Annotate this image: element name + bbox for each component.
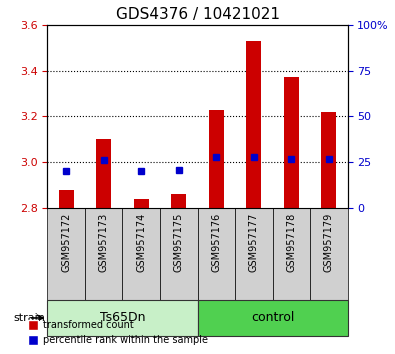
Bar bbox=[58, 190, 73, 208]
FancyBboxPatch shape bbox=[310, 208, 348, 299]
Bar bbox=[209, 109, 224, 208]
FancyBboxPatch shape bbox=[198, 299, 348, 336]
Bar bbox=[134, 199, 149, 208]
Text: Ts65Dn: Ts65Dn bbox=[100, 312, 145, 325]
Bar bbox=[284, 78, 299, 208]
Text: strain: strain bbox=[14, 313, 45, 323]
Text: GSM957174: GSM957174 bbox=[136, 213, 146, 272]
FancyBboxPatch shape bbox=[273, 208, 310, 299]
Bar bbox=[96, 139, 111, 208]
FancyBboxPatch shape bbox=[122, 208, 160, 299]
Text: GSM957178: GSM957178 bbox=[286, 213, 296, 272]
Text: GSM957173: GSM957173 bbox=[99, 213, 109, 272]
Legend: transformed count, percentile rank within the sample: transformed count, percentile rank withi… bbox=[24, 316, 212, 349]
Bar bbox=[246, 41, 261, 208]
Text: control: control bbox=[251, 312, 294, 325]
Text: GSM957176: GSM957176 bbox=[211, 213, 221, 272]
Text: GSM957175: GSM957175 bbox=[174, 213, 184, 272]
FancyBboxPatch shape bbox=[47, 208, 85, 299]
FancyBboxPatch shape bbox=[235, 208, 273, 299]
FancyBboxPatch shape bbox=[85, 208, 122, 299]
Bar bbox=[322, 112, 337, 208]
Text: GSM957172: GSM957172 bbox=[61, 213, 71, 272]
FancyBboxPatch shape bbox=[198, 208, 235, 299]
Title: GDS4376 / 10421021: GDS4376 / 10421021 bbox=[115, 7, 280, 22]
Text: GSM957179: GSM957179 bbox=[324, 213, 334, 272]
Bar bbox=[171, 194, 186, 208]
FancyBboxPatch shape bbox=[47, 299, 198, 336]
FancyBboxPatch shape bbox=[160, 208, 198, 299]
Text: GSM957177: GSM957177 bbox=[249, 213, 259, 272]
